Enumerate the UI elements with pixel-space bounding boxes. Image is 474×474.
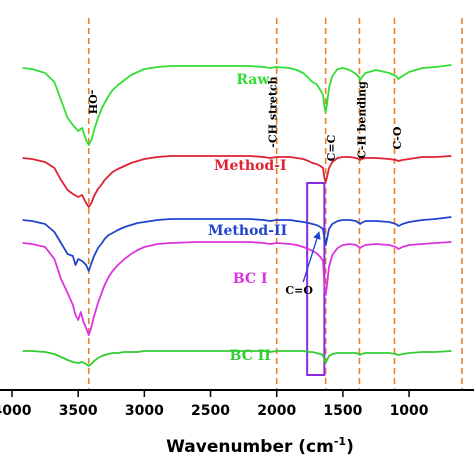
x-tick-label-1500: 1500 bbox=[323, 403, 362, 419]
annotation-carbonyl: C=O bbox=[285, 284, 313, 297]
series-label-raw: Raw bbox=[236, 72, 270, 88]
annotation-c-h-bending: C-H bending bbox=[355, 81, 368, 159]
series-label-method-i: Method-I bbox=[214, 158, 287, 174]
x-tick-label-2500: 2500 bbox=[191, 403, 230, 419]
annotation-c-o: C-O bbox=[391, 126, 404, 149]
x-tick-label-1000: 1000 bbox=[390, 403, 429, 419]
series-label-bc-ii: BC II bbox=[230, 348, 271, 364]
series-labels: Raw Method-I Method-II BC I BC II bbox=[208, 72, 287, 364]
series-line-method-i bbox=[22, 155, 452, 208]
series-line-raw bbox=[22, 64, 452, 146]
annotations: -OH -CH stretch C=C C-H bending C-O C=O bbox=[86, 76, 404, 297]
series-label-bc-i: BC I bbox=[233, 271, 268, 287]
carbonyl-arrow bbox=[302, 231, 321, 283]
x-tick-label-4000: 4000 bbox=[0, 403, 32, 419]
series-line-bc-i bbox=[22, 241, 452, 336]
annotation-c-c: C=C bbox=[325, 134, 338, 161]
highlight-layer bbox=[306, 182, 326, 376]
x-axis: Wavenumber (cm-1) 4000 3500 3000 2500 2000 15… bbox=[0, 389, 474, 457]
x-axis-title: Wavenumber (cm-1) bbox=[166, 435, 354, 457]
series-line-method-ii bbox=[22, 216, 452, 272]
series-label-method-ii: Method-II bbox=[208, 223, 287, 239]
annotation--ch-stretch: -CH stretch bbox=[267, 76, 280, 147]
series-layer bbox=[22, 64, 452, 367]
annotation--oh: -OH bbox=[86, 90, 99, 115]
x-tick-label-3000: 3000 bbox=[125, 403, 164, 419]
series-line-bc-ii bbox=[22, 350, 452, 367]
x-tick-label-3500: 3500 bbox=[59, 403, 98, 419]
carbonyl-highlight-box bbox=[306, 182, 326, 376]
x-tick-label-2000: 2000 bbox=[257, 403, 296, 419]
